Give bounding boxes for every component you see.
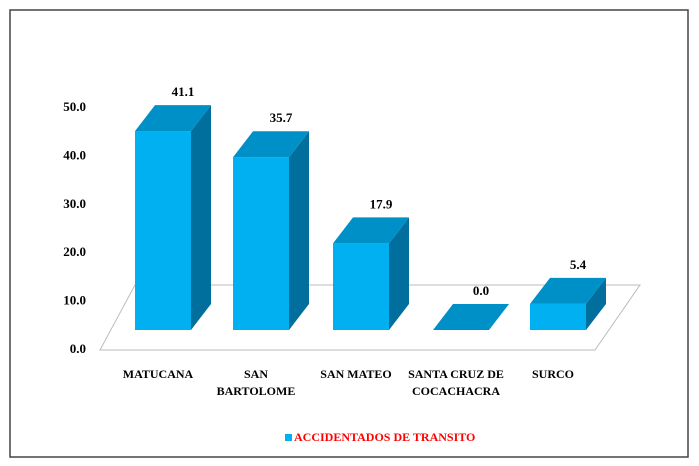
- bar: [233, 157, 289, 330]
- x-tick-label: SURCO: [531, 367, 574, 381]
- y-tick-label: 30.0: [63, 196, 86, 211]
- bar: [333, 243, 389, 330]
- value-label: 17.9: [370, 196, 393, 211]
- bar-side: [586, 277, 606, 330]
- bar-top: [233, 131, 309, 158]
- legend-swatch: [285, 434, 292, 441]
- y-tick-label: 10.0: [63, 293, 86, 308]
- bar-top: [333, 217, 409, 244]
- bar-top: [530, 277, 606, 304]
- x-tick-label: MATUCANA: [122, 367, 194, 381]
- value-label: 0.0: [473, 283, 489, 298]
- bar-side: [389, 217, 409, 330]
- y-tick-label: 40.0: [63, 147, 86, 162]
- x-tick-label: SAN BARTOLOME: [216, 367, 296, 398]
- bar: [530, 303, 586, 330]
- y-tick-label: 50.0: [63, 99, 86, 114]
- bar-top: [135, 105, 211, 132]
- legend-label: ACCIDENTADOS DE TRANSITO: [294, 430, 475, 444]
- bar-side: [191, 105, 211, 331]
- y-tick-label: 0.0: [70, 341, 86, 356]
- value-label: 41.1: [172, 84, 195, 99]
- bar-top: [433, 304, 509, 330]
- x-tick-label: SAN MATEO: [320, 367, 392, 381]
- value-label: 35.7: [270, 110, 293, 125]
- bar-side: [289, 131, 309, 330]
- x-tick-label: SANTA CRUZ DE COCACHACRA: [408, 367, 504, 398]
- bar: [135, 131, 191, 330]
- value-label: 5.4: [570, 257, 587, 272]
- y-tick-label: 20.0: [63, 244, 86, 259]
